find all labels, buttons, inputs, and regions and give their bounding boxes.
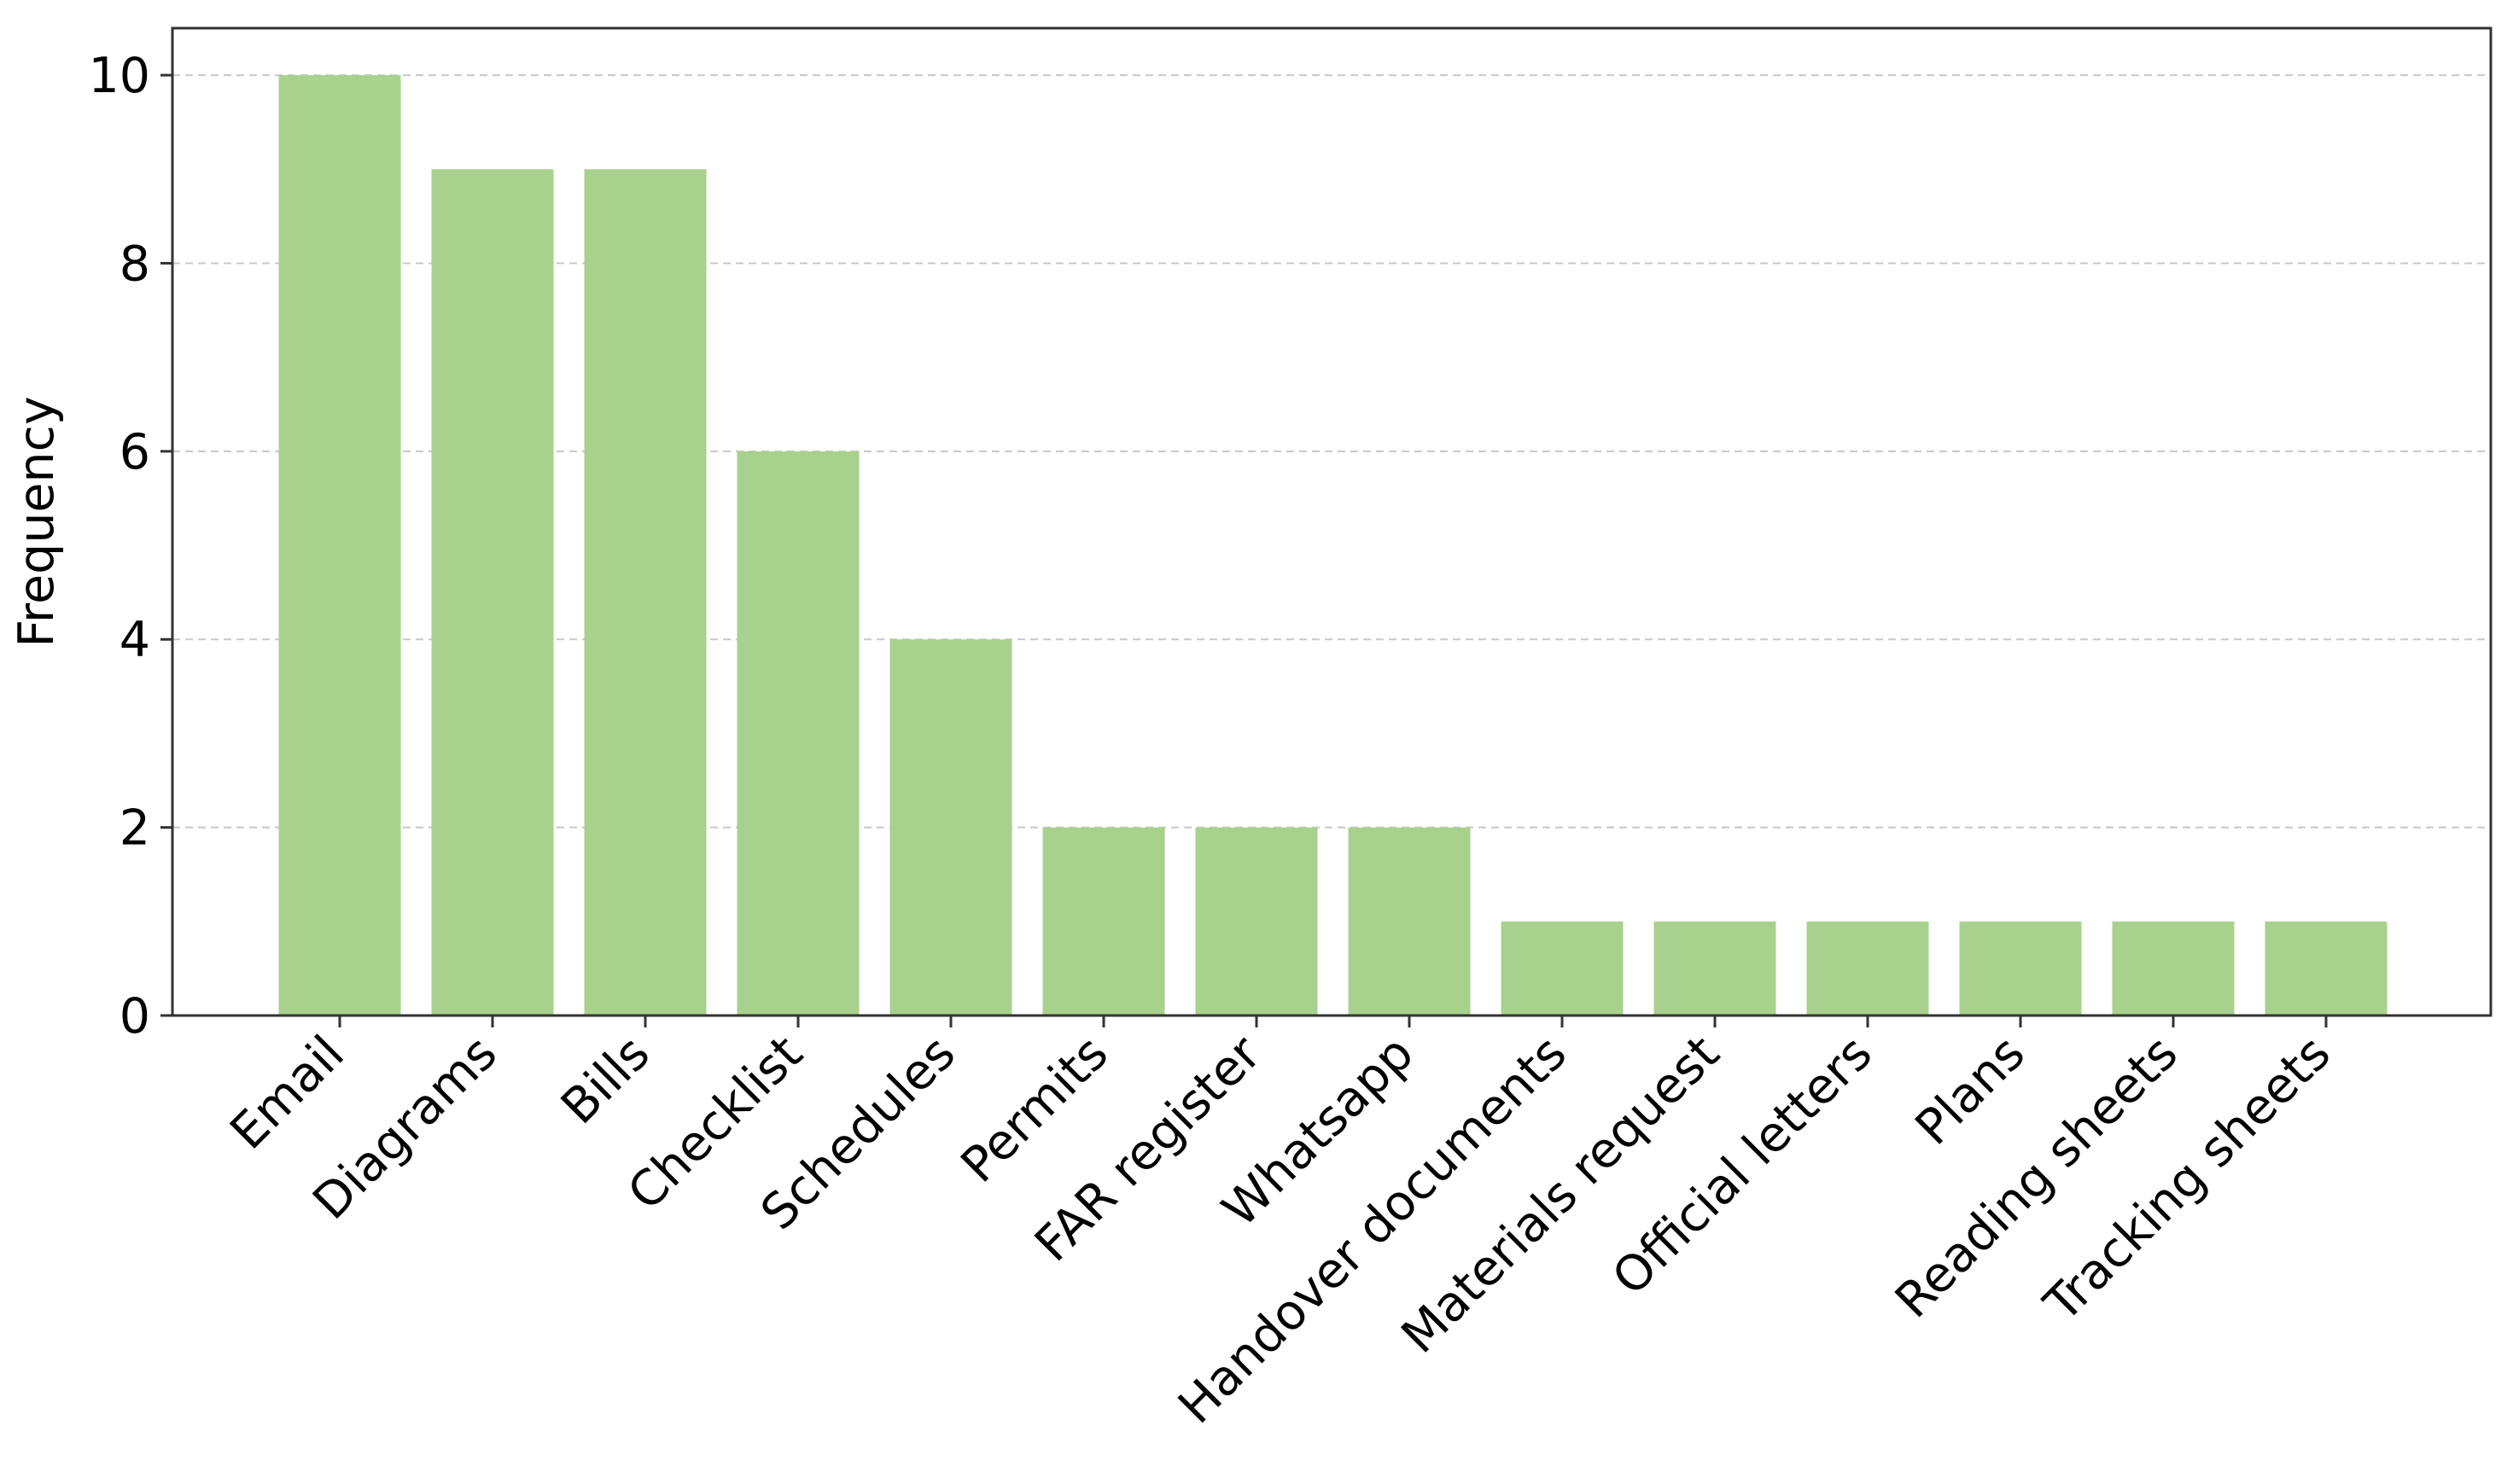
y-tick-label: 0 — [120, 988, 150, 1045]
y-axis-label: Frequency — [9, 396, 65, 647]
x-tick-label: Email — [219, 1025, 355, 1161]
bars — [278, 75, 2388, 1016]
x-tick-label: Bills — [551, 1025, 661, 1135]
bar — [1653, 921, 1776, 1016]
bar — [1806, 921, 1929, 1016]
bar — [1195, 827, 1318, 1016]
bar — [1959, 921, 2082, 1016]
x-tick-label: Plans — [1904, 1025, 2035, 1155]
bar — [584, 169, 707, 1016]
y-tick-label: 10 — [88, 48, 150, 104]
x-tick-label: Tracking sheets — [2033, 1025, 2341, 1333]
bar — [889, 639, 1012, 1016]
bar — [1501, 921, 1624, 1016]
y-tick-label: 6 — [120, 424, 150, 480]
bar — [1042, 827, 1165, 1016]
x-tick-label: Reading sheets — [1885, 1025, 2189, 1329]
y-tick-label: 4 — [120, 612, 150, 668]
bar — [2112, 921, 2235, 1016]
y-axis-ticks: 0 2 4 6 8 10 — [88, 48, 172, 1045]
y-tick-label: 8 — [120, 236, 150, 292]
bar — [2265, 921, 2388, 1016]
bar — [431, 169, 554, 1016]
y-tick-label: 2 — [120, 800, 150, 857]
bar — [1348, 827, 1471, 1016]
plot-frame — [171, 26, 2493, 1017]
x-tick-label: Official letters — [1601, 1025, 1882, 1306]
bar — [737, 451, 860, 1016]
bar — [278, 75, 401, 1016]
